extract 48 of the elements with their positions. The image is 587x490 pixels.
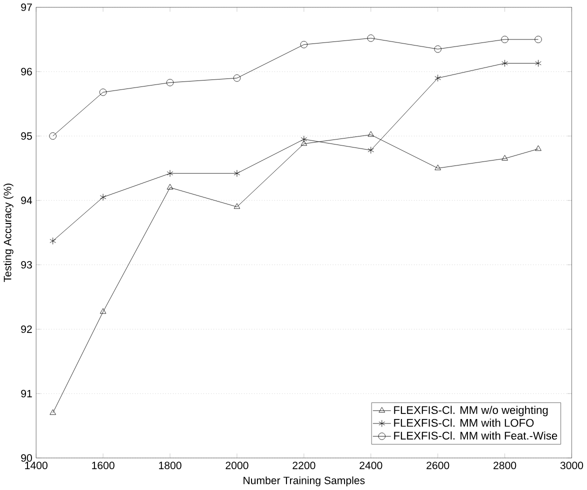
point — [166, 170, 174, 178]
legend-label: FLEXFIS-Cl. MM with LOFO — [394, 418, 534, 427]
point — [300, 41, 308, 48]
point — [234, 203, 240, 209]
point — [49, 132, 56, 140]
point — [535, 60, 542, 67]
point — [100, 308, 106, 314]
point — [534, 36, 542, 44]
point — [502, 155, 508, 161]
point — [434, 46, 442, 53]
point — [501, 36, 508, 44]
point — [233, 74, 241, 82]
point — [99, 88, 107, 96]
y-tick-label: 90 — [21, 454, 32, 462]
x-tick-label: 2000 — [226, 462, 248, 470]
point — [166, 79, 174, 86]
point — [368, 131, 374, 137]
point — [535, 145, 542, 151]
y-axis-title: Testing Accuracy (%) — [4, 184, 14, 282]
point — [100, 194, 106, 201]
point — [50, 237, 56, 245]
point — [166, 184, 174, 190]
y-tick-label: 91 — [21, 390, 32, 398]
x-axis-title: Number Training Samples — [244, 476, 365, 486]
point — [300, 136, 308, 143]
legend-label: FLEXFIS-Cl. MM w/o weighting — [394, 406, 548, 416]
x-tick-label: 1800 — [159, 462, 182, 470]
point — [434, 164, 441, 170]
x-tick-label: 3000 — [560, 462, 584, 470]
legend-label: FLEXFIS-Cl. MM with Feat.-Wise — [394, 432, 558, 440]
y-tick-label: 97 — [21, 4, 32, 12]
y-tick-label: 94 — [21, 196, 32, 204]
x-tick-label: 2400 — [360, 462, 382, 470]
y-tick-label: 92 — [21, 326, 32, 334]
x-tick-label: 2800 — [494, 462, 516, 470]
y-tick-label: 93 — [21, 261, 32, 269]
x-tick-label: 1600 — [92, 462, 114, 470]
y-tick-label: 96 — [21, 68, 32, 76]
point — [434, 74, 441, 82]
x-tick-label: 1400 — [25, 462, 48, 470]
point — [368, 146, 374, 154]
point — [234, 170, 240, 178]
x-tick-label: 2600 — [426, 462, 450, 470]
x-tick-label: 2200 — [292, 462, 316, 470]
point — [502, 60, 508, 67]
point — [50, 409, 56, 415]
point — [367, 34, 374, 42]
y-tick-label: 95 — [21, 132, 32, 140]
